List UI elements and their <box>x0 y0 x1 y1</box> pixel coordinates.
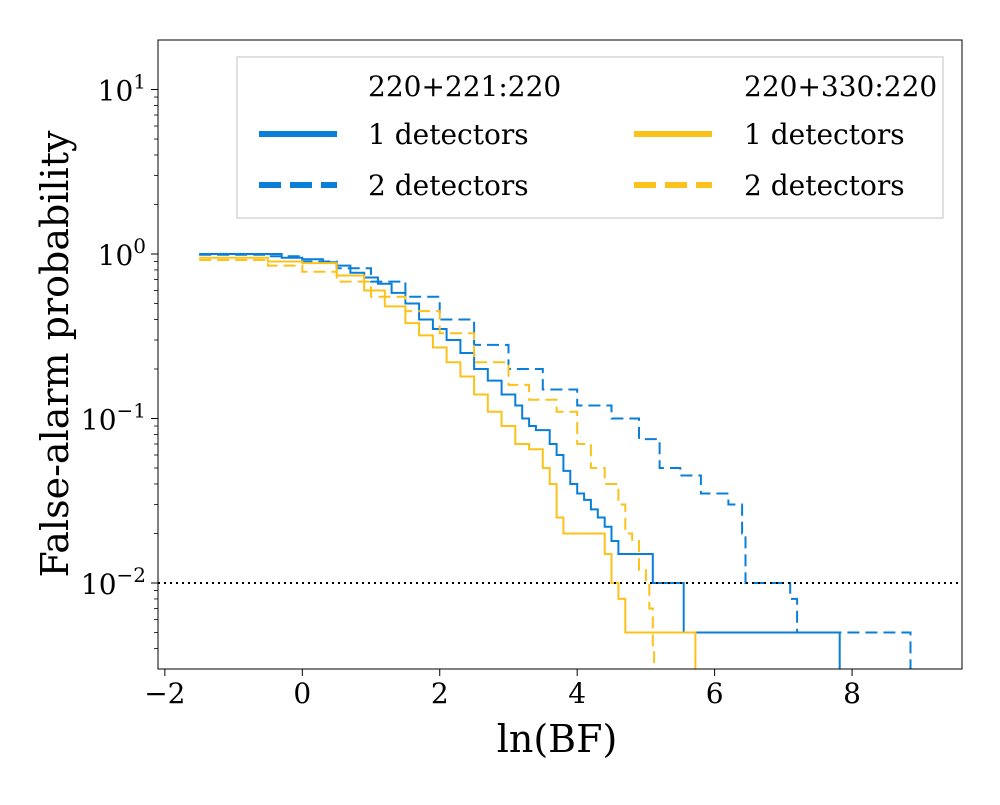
series-line-3 <box>199 256 697 669</box>
x-axis-title: ln(BF) <box>497 717 618 761</box>
plot-frame <box>157 39 963 670</box>
legend-label-yellow-2-detectors: 2 detectors <box>744 169 905 202</box>
series-line-4 <box>199 259 656 669</box>
legend-label-blue-2-detectors: 2 detectors <box>368 169 529 202</box>
legend-title-group-2: 220+330:220 <box>744 70 937 103</box>
x-tick-label: 2 <box>431 677 449 710</box>
legend: 220+221:220 220+330:220 1 detectors 2 de… <box>236 56 944 219</box>
legend-label-blue-1-detectors: 1 detectors <box>368 118 529 151</box>
x-axis: −2 0 2 4 6 8 <box>144 669 861 710</box>
y-axis: 10−2 10−1 100 101 <box>81 70 158 649</box>
y-tick-label: 10−2 <box>81 563 146 601</box>
x-tick-label: 6 <box>706 677 724 710</box>
series-layer <box>199 253 912 669</box>
x-tick-label: 0 <box>293 677 311 710</box>
x-tick-label: −2 <box>144 677 185 710</box>
legend-box <box>236 56 944 219</box>
y-tick-label: 10−1 <box>81 398 146 436</box>
y-tick-label: 100 <box>98 234 146 272</box>
x-tick-label: 4 <box>568 677 586 710</box>
legend-label-yellow-1-detectors: 1 detectors <box>744 118 905 151</box>
x-tick-label: 8 <box>843 677 861 710</box>
series-line-1 <box>199 253 841 669</box>
y-axis-title: False-alarm probability <box>33 130 77 578</box>
y-tick-label: 101 <box>98 70 146 108</box>
series-line-2 <box>199 253 912 669</box>
legend-title-group-1: 220+221:220 <box>368 70 561 103</box>
